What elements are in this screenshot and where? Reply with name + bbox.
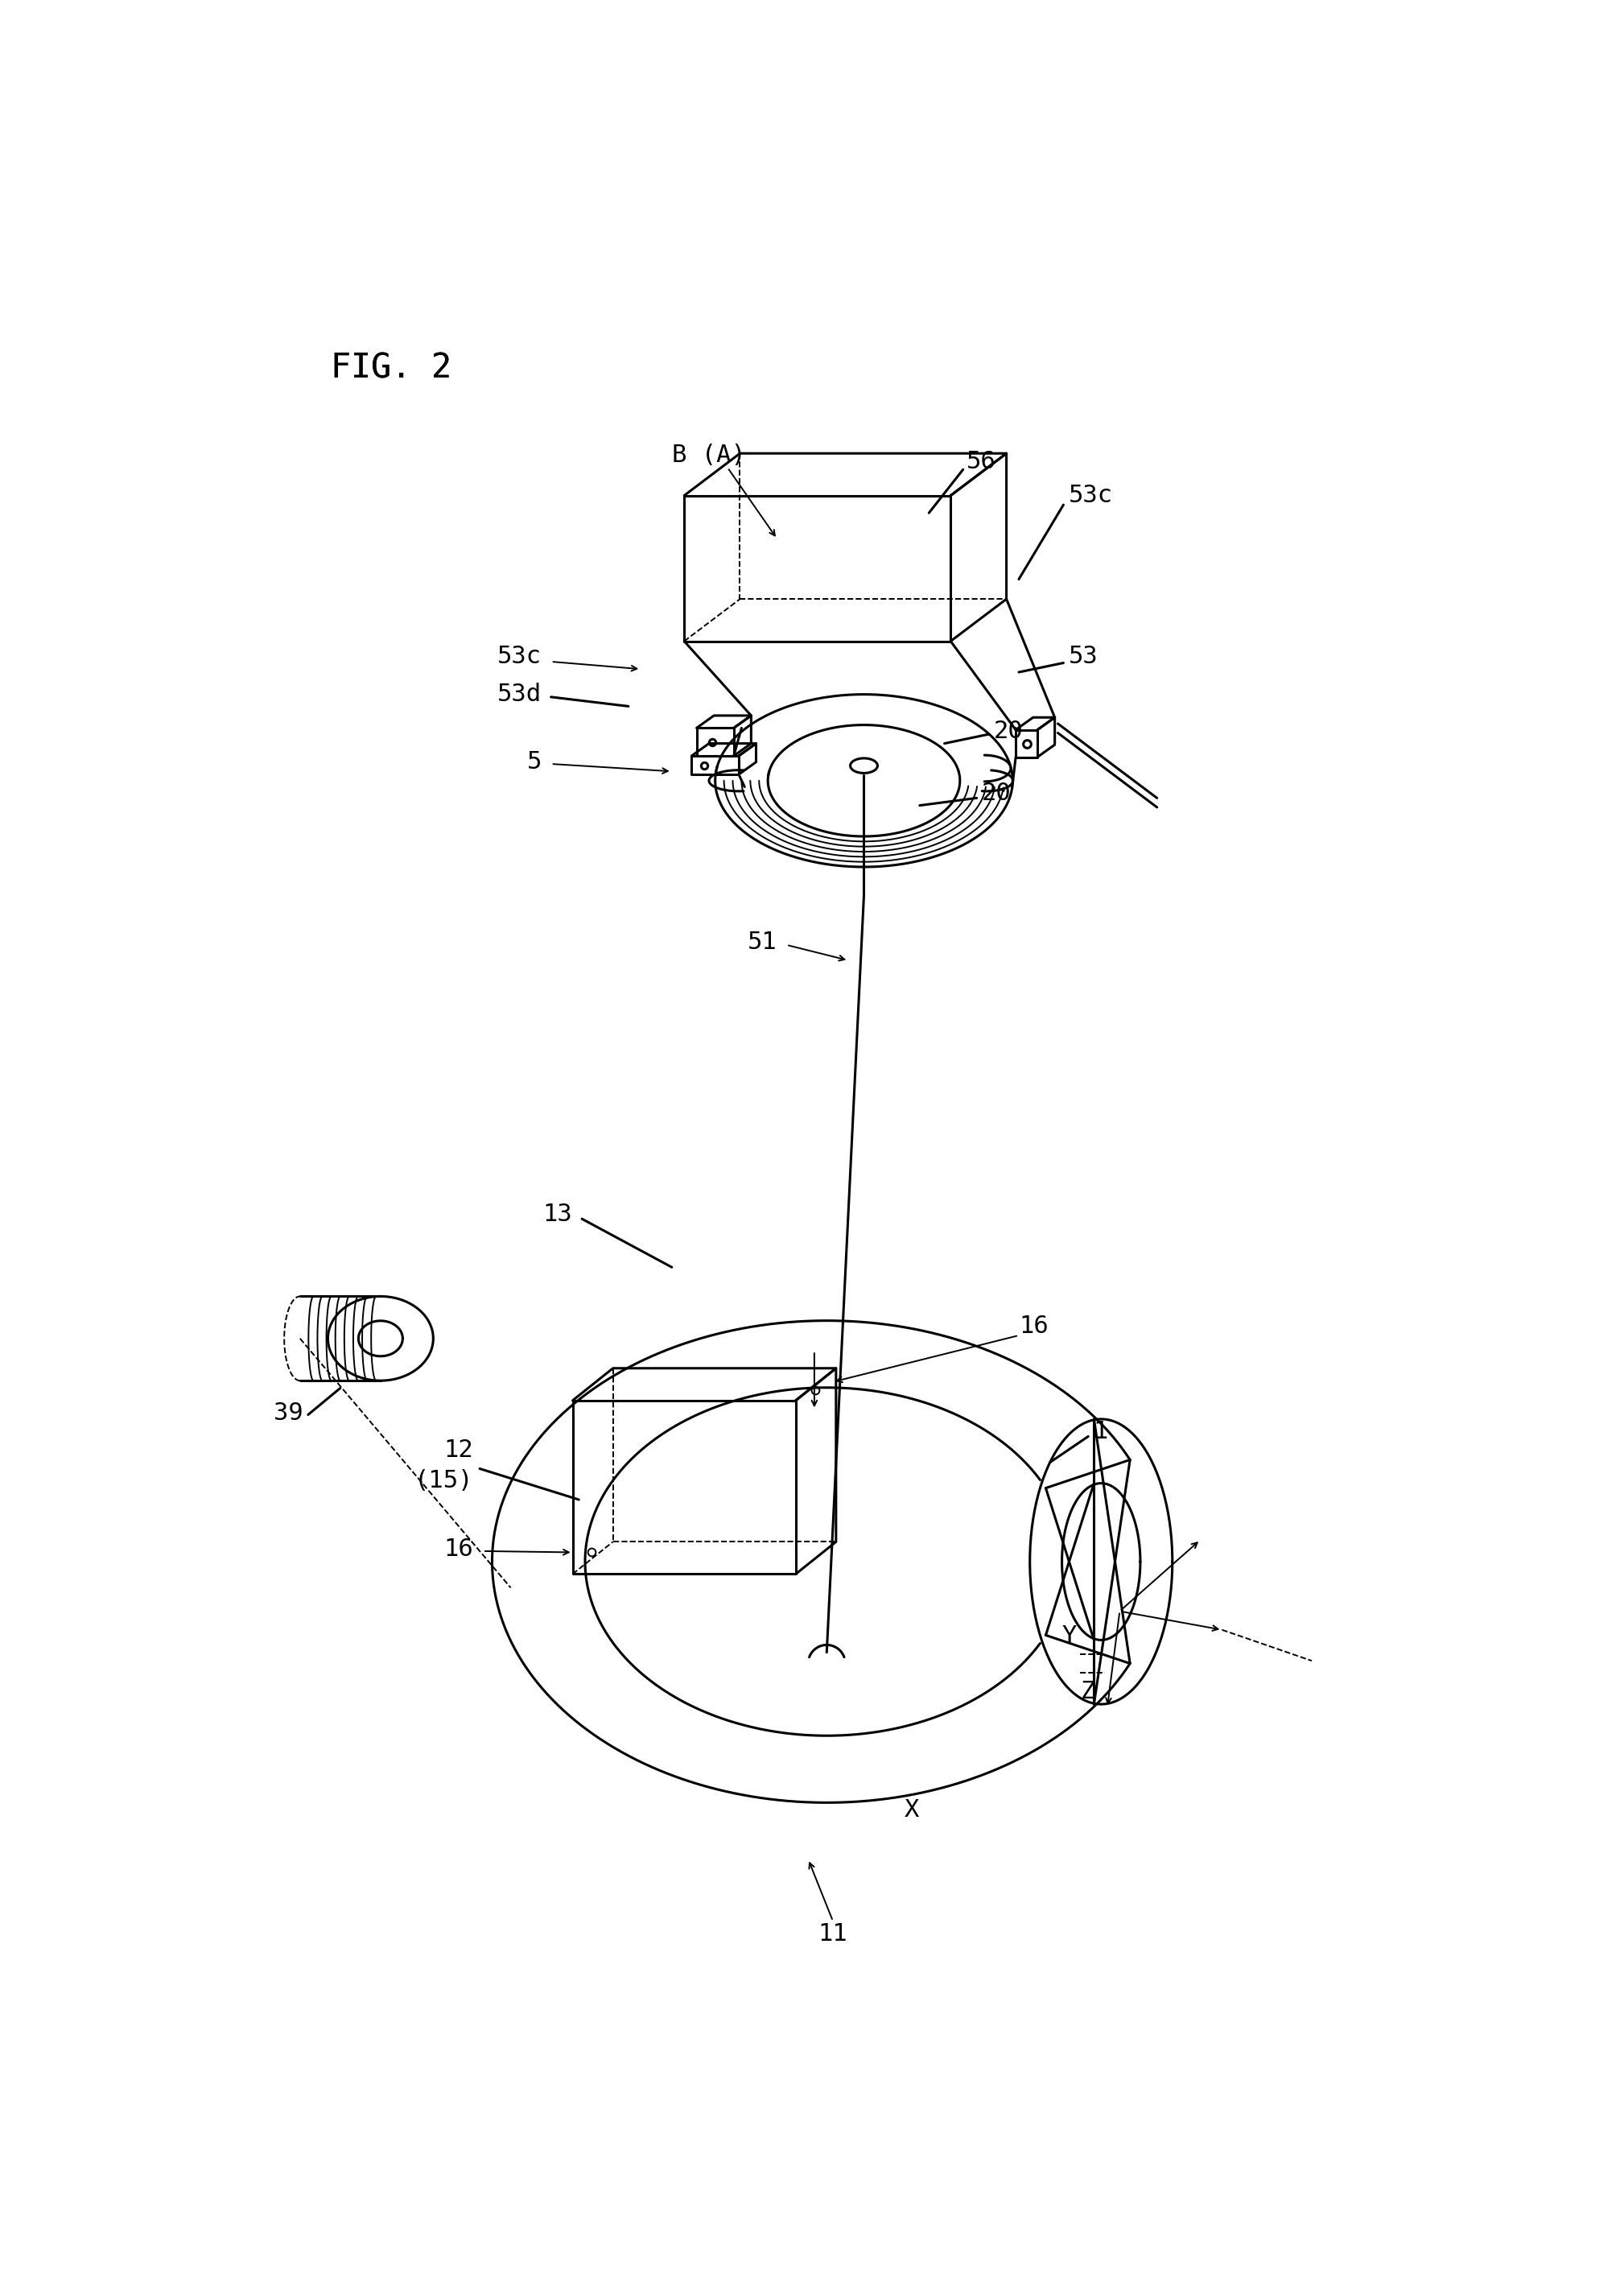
Text: 53d: 53d <box>497 683 542 706</box>
Text: 39: 39 <box>273 1401 304 1426</box>
Text: (15): (15) <box>414 1469 474 1494</box>
Text: 16: 16 <box>443 1537 474 1562</box>
Text: FIG. 2: FIG. 2 <box>331 352 451 386</box>
Text: Z: Z <box>1082 1680 1096 1702</box>
Text: 5: 5 <box>526 751 542 774</box>
Text: 53: 53 <box>1069 645 1098 667</box>
Text: 20: 20 <box>981 781 1012 806</box>
Text: B (A): B (A) <box>672 443 745 468</box>
Text: 20: 20 <box>994 720 1023 742</box>
Text: 13: 13 <box>542 1203 573 1226</box>
Text: 51: 51 <box>747 931 778 953</box>
Text: X: X <box>905 1798 919 1821</box>
Text: 16: 16 <box>1018 1314 1049 1337</box>
Text: 1: 1 <box>1093 1419 1108 1444</box>
Text: 53c: 53c <box>1069 484 1112 506</box>
Text: 11: 11 <box>818 1923 848 1945</box>
Text: FIG. 2: FIG. 2 <box>331 352 451 386</box>
Text: 56: 56 <box>966 449 996 472</box>
Text: 53c: 53c <box>497 645 542 667</box>
Text: 12: 12 <box>443 1439 474 1462</box>
Text: Y: Y <box>1062 1625 1077 1648</box>
